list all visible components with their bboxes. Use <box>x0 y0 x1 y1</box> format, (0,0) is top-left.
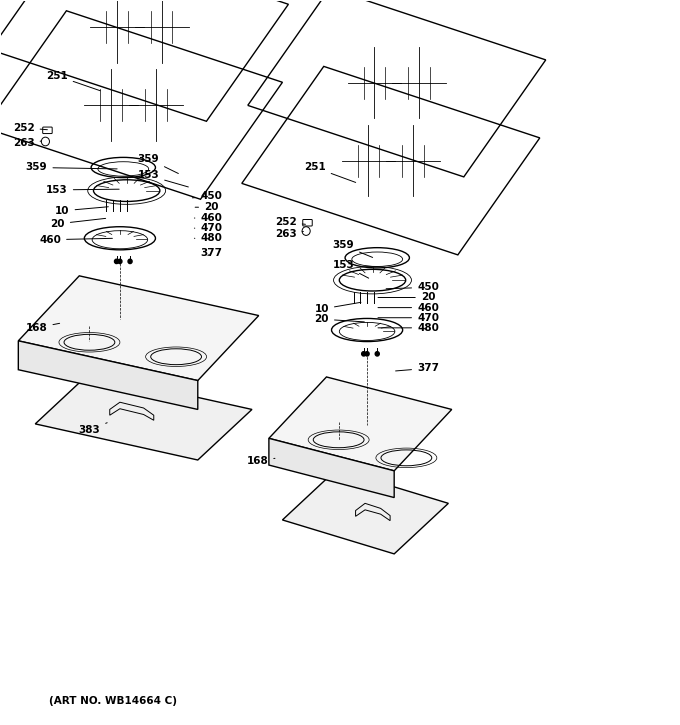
Text: 20: 20 <box>195 202 218 212</box>
Text: (ART NO. WB14664 C): (ART NO. WB14664 C) <box>49 695 177 705</box>
Text: 263: 263 <box>275 229 303 239</box>
Text: 480: 480 <box>378 323 439 333</box>
Text: 153: 153 <box>46 185 119 195</box>
Polygon shape <box>269 377 452 471</box>
Circle shape <box>114 260 118 264</box>
Text: 153: 153 <box>333 260 369 278</box>
Polygon shape <box>35 373 252 460</box>
Text: 153: 153 <box>137 170 188 187</box>
Text: 251: 251 <box>304 162 356 183</box>
Circle shape <box>365 352 369 356</box>
Text: 460: 460 <box>194 213 222 223</box>
Text: 359: 359 <box>333 241 373 257</box>
Text: 263: 263 <box>13 138 41 148</box>
Text: 251: 251 <box>46 71 101 91</box>
Text: 377: 377 <box>201 248 222 257</box>
Text: 359: 359 <box>137 154 178 173</box>
Text: 168: 168 <box>26 323 60 333</box>
Text: 252: 252 <box>13 123 48 133</box>
Circle shape <box>128 260 132 264</box>
Text: 460: 460 <box>39 235 112 245</box>
FancyBboxPatch shape <box>303 220 312 226</box>
Text: 10: 10 <box>314 302 361 314</box>
Polygon shape <box>18 341 198 410</box>
Text: 450: 450 <box>192 191 222 202</box>
Polygon shape <box>18 276 258 381</box>
Text: 450: 450 <box>386 283 439 292</box>
Circle shape <box>362 352 366 356</box>
Text: 383: 383 <box>79 423 107 435</box>
Text: 20: 20 <box>314 314 364 324</box>
Text: 252: 252 <box>275 218 305 228</box>
Text: 359: 359 <box>26 162 117 173</box>
Polygon shape <box>269 439 394 497</box>
Text: 20: 20 <box>378 292 435 302</box>
Text: 10: 10 <box>55 206 108 216</box>
Text: 480: 480 <box>194 233 222 244</box>
FancyBboxPatch shape <box>43 127 52 133</box>
Polygon shape <box>282 469 448 554</box>
Text: 470: 470 <box>378 312 439 323</box>
Text: 168: 168 <box>247 457 275 466</box>
Text: 377: 377 <box>396 363 439 373</box>
Circle shape <box>118 260 122 264</box>
Text: 470: 470 <box>194 223 222 233</box>
Text: 460: 460 <box>378 302 439 312</box>
Text: 20: 20 <box>50 218 105 229</box>
Circle shape <box>375 352 379 356</box>
